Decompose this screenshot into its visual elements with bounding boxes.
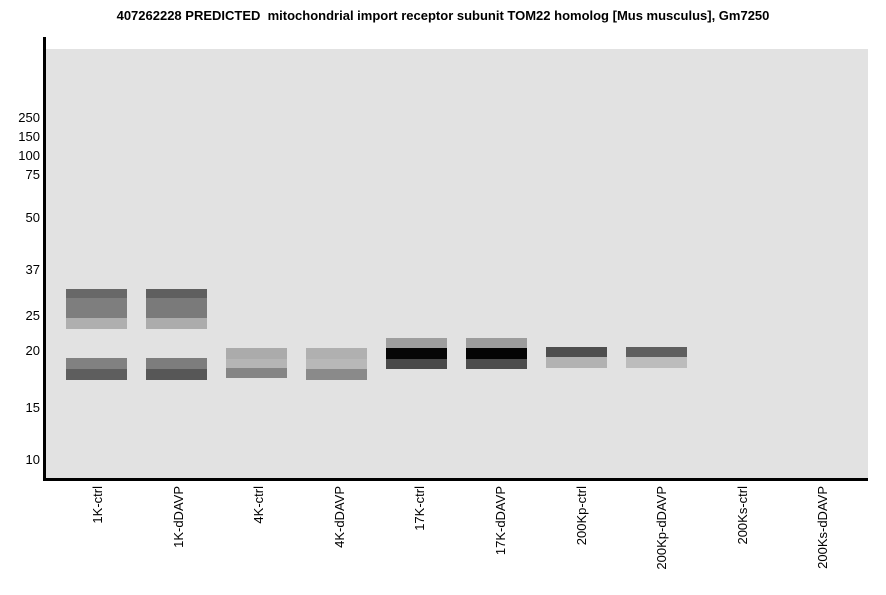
lane-label-17K-ctrl: 17K-ctrl: [412, 486, 428, 531]
band-stripe: [66, 358, 127, 369]
gel-band-1K-dDAVP: [146, 289, 207, 329]
lane-label-200Kp-dDAVP: 200Kp-dDAVP: [654, 486, 670, 570]
band-stripe: [146, 318, 207, 329]
band-stripe: [626, 347, 687, 357]
band-stripe: [66, 318, 127, 329]
band-stripe: [226, 359, 287, 368]
gel-band-17K-dDAVP: [466, 338, 527, 369]
band-stripe: [66, 289, 127, 298]
band-stripe: [386, 338, 447, 348]
mw-tick-label-250: 250: [18, 110, 40, 125]
x-axis-line: [43, 478, 868, 481]
gel-band-17K-ctrl: [386, 338, 447, 369]
mw-tick-label-15: 15: [25, 400, 40, 415]
band-stripe: [146, 289, 207, 298]
mw-tick-label-20: 20: [25, 343, 40, 358]
band-stripe: [146, 369, 207, 380]
band-stripe: [386, 359, 447, 369]
band-stripe: [226, 348, 287, 359]
gel-band-1K-ctrl: [66, 358, 127, 380]
band-stripe: [306, 359, 367, 369]
mw-tick-label-50: 50: [25, 210, 40, 225]
band-stripe: [386, 348, 447, 359]
lane-label-4K-ctrl: 4K-ctrl: [251, 486, 267, 524]
mw-tick-label-100: 100: [18, 148, 40, 163]
mw-tick-label-75: 75: [25, 167, 40, 182]
gel-plot-area: [46, 49, 868, 478]
gel-band-4K-dDAVP: [306, 348, 367, 380]
lane-label-200Ks-ctrl: 200Ks-ctrl: [734, 486, 750, 545]
lane-label-1K-ctrl: 1K-ctrl: [90, 486, 105, 524]
lane-label-4K-dDAVP: 4K-dDAVP: [331, 486, 347, 548]
band-stripe: [466, 359, 527, 369]
band-stripe: [466, 338, 527, 348]
gel-band-4K-ctrl: [226, 348, 287, 378]
band-stripe: [466, 348, 527, 359]
band-stripe: [146, 358, 207, 369]
lane-label-200Kp-ctrl: 200Kp-ctrl: [573, 486, 589, 546]
band-stripe: [66, 298, 127, 318]
band-stripe: [306, 348, 367, 359]
y-axis-line: [43, 37, 46, 481]
lane-label-17K-dDAVP: 17K-dDAVP: [493, 486, 508, 556]
gel-band-200Kp-dDAVP: [626, 347, 687, 368]
gel-band-1K-dDAVP: [146, 358, 207, 380]
band-stripe: [226, 368, 287, 378]
figure-title: 407262228 PREDICTED mitochondrial import…: [116, 8, 770, 23]
band-stripe: [546, 357, 607, 368]
band-stripe: [306, 369, 367, 380]
band-stripe: [146, 298, 207, 318]
gel-band-1K-ctrl: [66, 289, 127, 329]
mw-tick-label-150: 150: [18, 129, 40, 144]
mw-tick-label-25: 25: [25, 308, 40, 323]
lane-label-200Ks-dDAVP: 200Ks-dDAVP: [815, 486, 831, 569]
mw-tick-label-37: 37: [25, 262, 40, 277]
band-stripe: [626, 357, 687, 368]
band-stripe: [66, 369, 127, 380]
lane-label-1K-dDAVP: 1K-dDAVP: [170, 486, 186, 548]
mw-tick-label-10: 10: [25, 452, 40, 467]
band-stripe: [546, 347, 607, 357]
gel-band-200Kp-ctrl: [546, 347, 607, 368]
